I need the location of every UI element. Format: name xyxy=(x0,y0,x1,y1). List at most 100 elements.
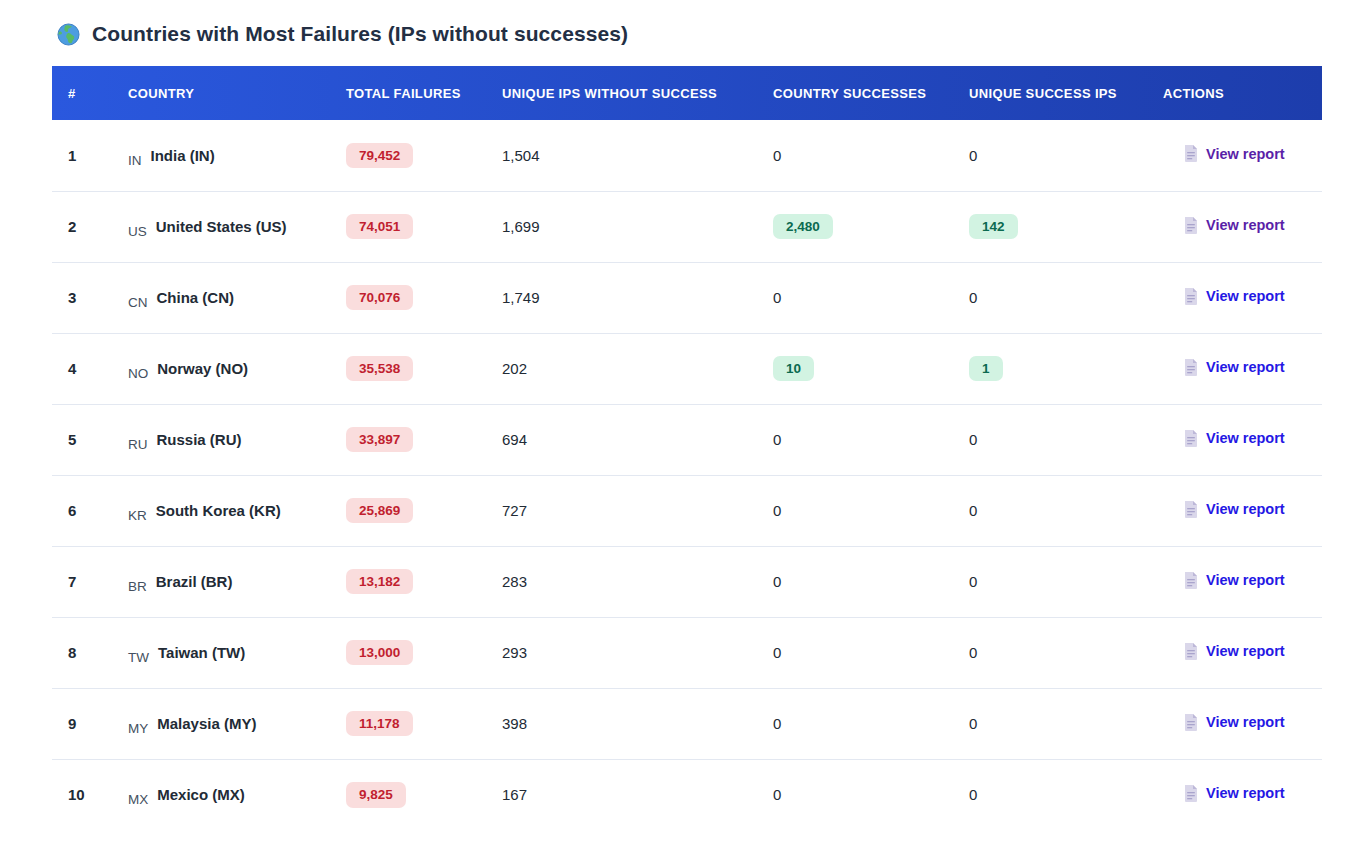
view-report-link[interactable]: View report xyxy=(1184,288,1285,305)
view-report-label: View report xyxy=(1206,359,1285,375)
total-failures-badge: 79,452 xyxy=(346,143,413,169)
table-header: # COUNTRY TOTAL FAILURES UNIQUE IPS WITH… xyxy=(52,66,1322,120)
country-name: Malaysia (MY) xyxy=(157,715,256,732)
country-successes-value: 0 xyxy=(773,786,781,803)
total-failures-badge: 13,000 xyxy=(346,640,413,666)
unique-success-ips-value: 142 xyxy=(969,214,1018,240)
country-successes-value: 0 xyxy=(773,431,781,448)
unique-ips-value: 694 xyxy=(502,431,527,448)
view-report-label: View report xyxy=(1206,501,1285,517)
unique-ips-value: 202 xyxy=(502,360,527,377)
total-failures-badge: 74,051 xyxy=(346,214,413,240)
column-header-rank: # xyxy=(52,66,112,120)
table-row: 6 KRSouth Korea (KR) 25,869 727 0 0 View… xyxy=(52,475,1322,546)
document-icon xyxy=(1184,501,1198,518)
total-failures-badge: 35,538 xyxy=(346,356,413,382)
document-icon xyxy=(1184,430,1198,447)
countries-failures-panel: Countries with Most Failures (IPs withou… xyxy=(0,0,1361,830)
rank-number: 9 xyxy=(68,715,76,732)
table-row: 5 RURussia (RU) 33,897 694 0 0 View repo… xyxy=(52,404,1322,475)
rank-number: 3 xyxy=(68,289,76,306)
column-header-actions: ACTIONS xyxy=(1147,66,1322,120)
unique-ips-value: 398 xyxy=(502,715,527,732)
column-header-country: COUNTRY xyxy=(112,66,330,120)
view-report-label: View report xyxy=(1206,643,1285,659)
unique-ips-value: 727 xyxy=(502,502,527,519)
country-name: Norway (NO) xyxy=(157,360,248,377)
rank-number: 2 xyxy=(68,218,76,235)
total-failures-badge: 11,178 xyxy=(346,711,413,737)
column-header-total-failures: TOTAL FAILURES xyxy=(330,66,486,120)
view-report-label: View report xyxy=(1206,146,1285,162)
country-name: India (IN) xyxy=(151,147,215,164)
country-successes-value: 2,480 xyxy=(773,214,833,240)
country-flag-code: KR xyxy=(128,508,147,523)
country-flag-code: CN xyxy=(128,295,148,310)
view-report-link[interactable]: View report xyxy=(1184,217,1285,234)
rank-number: 10 xyxy=(68,786,85,803)
page-title: Countries with Most Failures (IPs withou… xyxy=(92,22,628,46)
country-name: Taiwan (TW) xyxy=(158,644,245,661)
country-flag-code: NO xyxy=(128,366,148,381)
view-report-link[interactable]: View report xyxy=(1184,501,1285,518)
view-report-label: View report xyxy=(1206,572,1285,588)
rank-number: 6 xyxy=(68,502,76,519)
table-row: 10 MXMexico (MX) 9,825 167 0 0 View repo… xyxy=(52,759,1322,830)
view-report-label: View report xyxy=(1206,288,1285,304)
view-report-link[interactable]: View report xyxy=(1184,643,1285,660)
country-successes-value: 10 xyxy=(773,356,814,382)
country-flag-code: US xyxy=(128,224,147,239)
view-report-link[interactable]: View report xyxy=(1184,359,1285,376)
table-row: 1 INIndia (IN) 79,452 1,504 0 0 View rep… xyxy=(52,120,1322,191)
unique-ips-value: 167 xyxy=(502,786,527,803)
document-icon xyxy=(1184,785,1198,802)
column-header-unique-ips: UNIQUE IPS WITHOUT SUCCESS xyxy=(486,66,757,120)
document-icon xyxy=(1184,217,1198,234)
rank-number: 7 xyxy=(68,573,76,590)
unique-ips-value: 1,749 xyxy=(502,289,540,306)
table-row: 8 TWTaiwan (TW) 13,000 293 0 0 View repo… xyxy=(52,617,1322,688)
country-flag-code: MY xyxy=(128,721,148,736)
view-report-link[interactable]: View report xyxy=(1184,785,1285,802)
table-row: 7 BRBrazil (BR) 13,182 283 0 0 View repo… xyxy=(52,546,1322,617)
view-report-link[interactable]: View report xyxy=(1184,430,1285,447)
unique-success-ips-value: 0 xyxy=(969,147,977,164)
globe-icon xyxy=(57,23,80,46)
country-name: Brazil (BR) xyxy=(156,573,233,590)
view-report-label: View report xyxy=(1206,217,1285,233)
rank-number: 5 xyxy=(68,431,76,448)
total-failures-badge: 9,825 xyxy=(346,782,406,808)
unique-ips-value: 1,699 xyxy=(502,218,540,235)
total-failures-badge: 70,076 xyxy=(346,285,413,311)
unique-success-ips-value: 0 xyxy=(969,786,977,803)
country-successes-value: 0 xyxy=(773,289,781,306)
country-flag-code: MX xyxy=(128,792,148,807)
document-icon xyxy=(1184,643,1198,660)
view-report-label: View report xyxy=(1206,430,1285,446)
unique-success-ips-value: 1 xyxy=(969,356,1003,382)
panel-title-row: Countries with Most Failures (IPs withou… xyxy=(52,22,1361,46)
document-icon xyxy=(1184,714,1198,731)
unique-success-ips-value: 0 xyxy=(969,289,977,306)
country-successes-value: 0 xyxy=(773,502,781,519)
view-report-label: View report xyxy=(1206,714,1285,730)
view-report-label: View report xyxy=(1206,785,1285,801)
rank-number: 4 xyxy=(68,360,76,377)
table-row: 4 NO Norway (NO) 35,538 202 10 1 View rep… xyxy=(52,333,1322,404)
view-report-link[interactable]: View report xyxy=(1184,714,1285,731)
document-icon xyxy=(1184,572,1198,589)
country-successes-value: 0 xyxy=(773,715,781,732)
total-failures-badge: 25,869 xyxy=(346,498,413,524)
column-header-country-successes: COUNTRY SUCCESSES xyxy=(757,66,953,120)
country-successes-value: 0 xyxy=(773,644,781,661)
document-icon xyxy=(1184,288,1198,305)
country-name: Russia (RU) xyxy=(157,431,242,448)
unique-success-ips-value: 0 xyxy=(969,715,977,732)
country-flag-code: BR xyxy=(128,579,147,594)
view-report-link[interactable]: View report xyxy=(1184,572,1285,589)
table-row: 3 CNChina (CN) 70,076 1,749 0 0 View rep… xyxy=(52,262,1322,333)
document-icon xyxy=(1184,359,1198,376)
view-report-link[interactable]: View report xyxy=(1184,145,1285,162)
table-row: 9 MY Malaysia (MY) 11,178 398 0 0 View re… xyxy=(52,688,1322,759)
unique-success-ips-value: 0 xyxy=(969,431,977,448)
